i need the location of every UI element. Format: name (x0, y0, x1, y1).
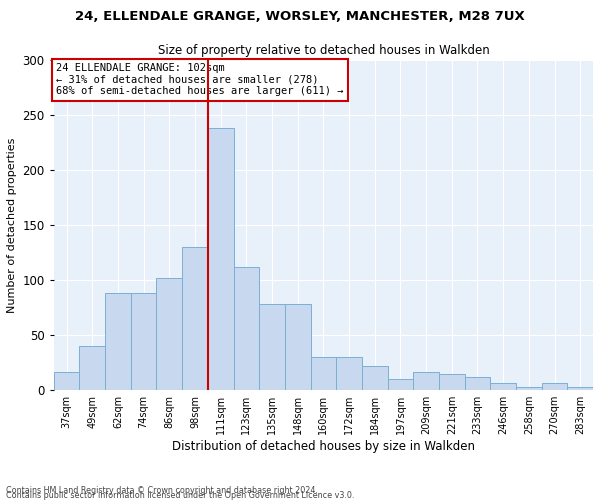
Bar (542, 384, 568, 390)
Bar (208, 128, 233, 390)
Title: Size of property relative to detached houses in Walkden: Size of property relative to detached ho… (158, 44, 489, 58)
Bar (413, 372, 439, 390)
Bar (516, 386, 542, 390)
Bar (362, 366, 388, 390)
Text: 24, ELLENDALE GRANGE, WORSLEY, MANCHESTER, M28 7UX: 24, ELLENDALE GRANGE, WORSLEY, MANCHESTE… (75, 10, 525, 23)
Bar (464, 377, 490, 390)
Bar (311, 357, 336, 390)
Bar (54, 372, 79, 390)
Text: Contains public sector information licensed under the Open Government Licence v3: Contains public sector information licen… (6, 491, 355, 500)
Bar (105, 293, 131, 390)
Bar (157, 278, 182, 390)
Bar (336, 357, 362, 390)
Y-axis label: Number of detached properties: Number of detached properties (7, 138, 17, 312)
Text: 24 ELLENDALE GRANGE: 102sqm
← 31% of detached houses are smaller (278)
68% of se: 24 ELLENDALE GRANGE: 102sqm ← 31% of det… (56, 64, 344, 96)
Bar (568, 386, 593, 390)
Bar (388, 379, 413, 390)
Text: Contains HM Land Registry data © Crown copyright and database right 2024.: Contains HM Land Registry data © Crown c… (6, 486, 318, 495)
Bar (439, 374, 464, 390)
Bar (233, 267, 259, 390)
Bar (79, 346, 105, 390)
Bar (259, 304, 285, 390)
Bar (285, 304, 311, 390)
Bar (490, 384, 516, 390)
X-axis label: Distribution of detached houses by size in Walkden: Distribution of detached houses by size … (172, 440, 475, 453)
Bar (131, 293, 157, 390)
Bar (182, 247, 208, 390)
